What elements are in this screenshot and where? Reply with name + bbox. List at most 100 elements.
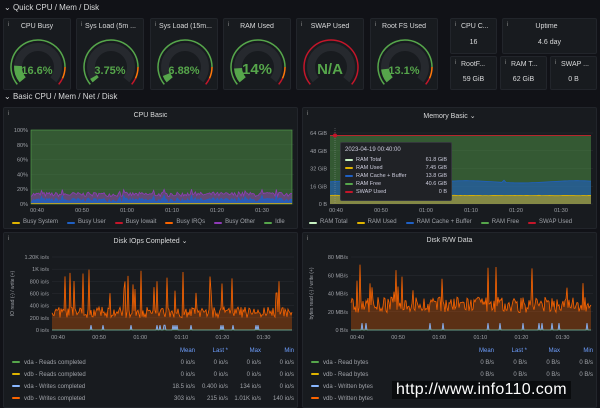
- legend-item[interactable]: RAM Total: [309, 219, 348, 226]
- legend-swatch: [114, 221, 123, 224]
- y-tick-label: 0 io/s: [36, 328, 49, 334]
- gauge-fill: [162, 72, 173, 83]
- stat-title: RootF...: [461, 61, 486, 68]
- info-icon[interactable]: i: [505, 60, 507, 66]
- gauge-panel[interactable]: i Sys Load (5m ... 3.75%: [76, 18, 144, 90]
- legend-row[interactable]: vda - Reads completed 0 io/s 0 io/s 0 io/s 0…: [12, 357, 294, 369]
- info-icon[interactable]: i: [228, 22, 230, 28]
- x-tick-label: 01:20: [210, 208, 224, 214]
- gauge-panel[interactable]: i CPU Busy 16.6%: [3, 18, 71, 90]
- x-tick-label: 01:30: [257, 335, 271, 341]
- column-header[interactable]: Min: [583, 348, 593, 354]
- legend-row[interactable]: vdb - Read bytes 0 B/s 0 B/s 0 B/s 0 B/s: [311, 369, 593, 381]
- y-tick-label: 16 GiB: [310, 184, 327, 190]
- stat-cell: 0 B/s: [579, 360, 593, 366]
- idle-area: [30, 129, 293, 205]
- memory-basic-panel[interactable]: i Memory Basic ⌄ 64 GiB 48 GiB 32 GiB 16 Gi…: [302, 107, 597, 229]
- series-name: vdb - Writes completed: [24, 396, 86, 402]
- info-icon[interactable]: i: [155, 22, 157, 28]
- panel-title: Disk IOps Completed ⌄: [113, 238, 188, 245]
- legend-swatch: [311, 373, 319, 376]
- series-name: vdb - Read bytes: [323, 372, 369, 378]
- x-tick-label: 01:20: [509, 208, 523, 214]
- column-header[interactable]: Max: [548, 348, 560, 354]
- legend-row[interactable]: vdb - Reads completed 0 io/s 0 io/s 0 io/s 0…: [12, 369, 294, 381]
- y-tick-label: 40 MB/s: [328, 292, 348, 298]
- legend-swatch: [12, 361, 20, 364]
- column-header[interactable]: Last *: [511, 348, 527, 354]
- legend-row[interactable]: vda - Writes completed 18.5 io/s 0.400 io/…: [12, 381, 294, 393]
- legend-swatch: [311, 361, 319, 364]
- x-tick-label: 01:10: [174, 335, 188, 341]
- y-tick-label: 0%: [20, 202, 28, 208]
- legend-item[interactable]: Busy User: [67, 219, 106, 226]
- legend-swatch: [356, 221, 365, 224]
- series-name: vda - Writes completed: [24, 384, 86, 390]
- legend-item[interactable]: Busy Iowait: [114, 219, 156, 226]
- legend-swatch: [480, 221, 489, 224]
- x-tick-label: 01:10: [165, 208, 179, 214]
- column-header[interactable]: Last *: [212, 348, 228, 354]
- legend-item[interactable]: Busy Other: [214, 219, 255, 226]
- gauge-fill: [90, 74, 99, 83]
- column-header[interactable]: Min: [284, 348, 294, 354]
- gauge-panel[interactable]: i SWAP Used N/A: [296, 18, 364, 90]
- stat-panel[interactable]: i CPU C... 16: [450, 18, 497, 54]
- info-icon[interactable]: i: [8, 111, 10, 117]
- legend-item[interactable]: SWAP Used: [528, 219, 572, 226]
- info-icon[interactable]: i: [455, 22, 457, 28]
- disk-rw-panel[interactable]: i Disk R/W Data 80 MB/s 60 MB/s 40 MB/s 20 …: [302, 232, 597, 408]
- legend-item[interactable]: Idle: [264, 219, 285, 226]
- legend-item[interactable]: RAM Free: [480, 219, 519, 226]
- legend-row[interactable]: vdb - Writes completed 303 io/s 215 io/s 1.…: [12, 393, 294, 405]
- stat-cell: 0 io/s: [213, 372, 228, 378]
- stat-value: 59 GiB: [462, 76, 485, 83]
- tooltip-row: RAM Used 7.45 GiB: [345, 164, 447, 172]
- legend-item[interactable]: RAM Used: [356, 219, 397, 226]
- legend-item[interactable]: Busy IRQs: [165, 219, 205, 226]
- cpu-chart[interactable]: 100% 80% 60% 40% 20% 0%00:40 00:50 01:00 01:10 01…: [4, 108, 299, 230]
- gauge-fill: [234, 67, 246, 83]
- disk-iops-panel[interactable]: i Disk IOps Completed ⌄ 1.20K io/s 1K io/…: [3, 232, 298, 408]
- iops-chart[interactable]: 1.20K io/s 1K io/s 800 io/s 600 io/s 400 io/…: [4, 233, 299, 358]
- info-icon[interactable]: i: [301, 22, 303, 28]
- column-header[interactable]: Max: [249, 348, 261, 354]
- stat-panel[interactable]: i RAM T... 62 GiB: [500, 56, 547, 90]
- stat-panel[interactable]: i SWAP ... 0 B: [550, 56, 597, 90]
- legend-row[interactable]: vdb - Written bytes: [311, 393, 593, 405]
- gauge-panel[interactable]: i Sys Load (15m... 6.88%: [150, 18, 218, 90]
- info-icon[interactable]: i: [507, 22, 509, 28]
- gauge-arc: [303, 39, 359, 85]
- gauge-panel[interactable]: i RAM Used 14%: [223, 18, 291, 90]
- info-icon[interactable]: i: [455, 60, 457, 66]
- info-icon[interactable]: i: [307, 236, 309, 242]
- legend-item[interactable]: Busy System: [12, 219, 58, 226]
- stat-panel[interactable]: i RootF... 59 GiB: [450, 56, 497, 90]
- info-icon[interactable]: i: [375, 22, 377, 28]
- legend-row[interactable]: vda - Written bytes: [311, 381, 593, 393]
- info-icon[interactable]: i: [307, 111, 309, 117]
- gauge-panel[interactable]: i Root FS Used 13.1%: [370, 18, 438, 90]
- stat-title: RAM T...: [511, 61, 538, 68]
- column-header[interactable]: Mean: [179, 348, 195, 354]
- legend-label: Busy User: [78, 219, 106, 225]
- row-header-basic[interactable]: ⌄ Basic CPU / Mem / Net / Disk: [4, 92, 118, 101]
- stat-cell: 0 io/s: [279, 360, 294, 366]
- column-header[interactable]: Mean: [478, 348, 494, 354]
- stat-panel[interactable]: i Uptime 4.6 day: [502, 18, 597, 54]
- cpu-basic-panel[interactable]: i CPU Basic 100% 80% 60% 40% 20% 0% 00:40 00:50…: [3, 107, 298, 229]
- info-icon[interactable]: i: [8, 236, 10, 242]
- hover-point: [333, 133, 337, 138]
- info-icon[interactable]: i: [81, 22, 83, 28]
- stat-cell: 303 io/s: [173, 396, 195, 402]
- info-icon[interactable]: i: [555, 60, 557, 66]
- rw-chart[interactable]: 80 MB/s 60 MB/s 40 MB/s 20 MB/s 0 B/s00:40 00…: [303, 233, 598, 358]
- y-tick-label: 800 io/s: [30, 279, 50, 285]
- info-icon[interactable]: i: [8, 22, 10, 28]
- legend-swatch: [12, 221, 20, 224]
- row-header-quick[interactable]: ⌄ Quick CPU / Mem / Disk: [4, 3, 100, 12]
- row-title: Basic CPU / Mem / Net / Disk: [12, 92, 118, 101]
- busy-other-line: [30, 188, 293, 198]
- legend-item[interactable]: RAM Cache + Buffer: [405, 219, 472, 226]
- legend-row[interactable]: vda - Read bytes 0 B/s 0 B/s 0 B/s 0 B/s: [311, 357, 593, 369]
